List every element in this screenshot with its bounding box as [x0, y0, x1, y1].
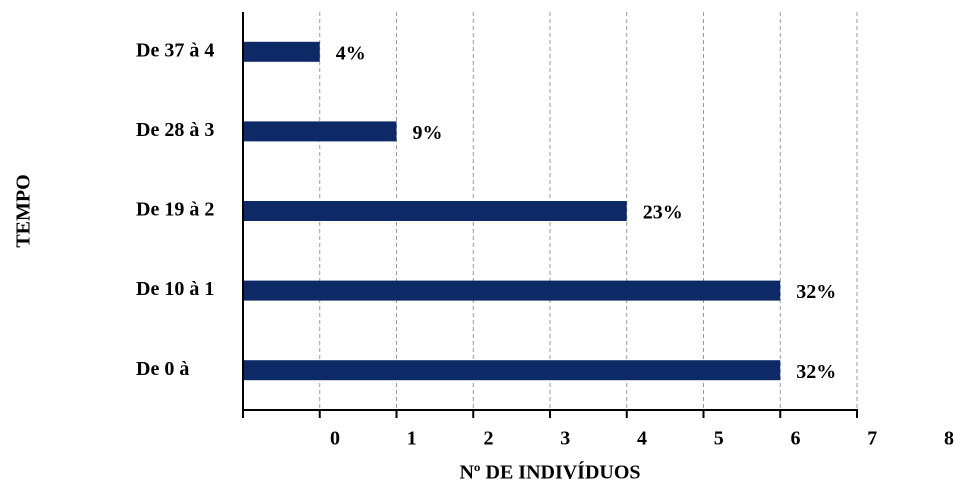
y-tick-label: De 0 à [136, 358, 189, 380]
x-tick-label: 4 [637, 428, 647, 450]
y-tick-label: De 28 à 3 [136, 119, 214, 141]
data-label: 4% [336, 42, 366, 64]
x-tick-label: 2 [484, 428, 494, 450]
bar [243, 201, 627, 221]
x-tick-label: 1 [407, 428, 417, 450]
data-label: 32% [796, 361, 836, 383]
x-tick-label: 8 [944, 428, 954, 450]
x-axis-title: Nº DE INDIVÍDUOS [459, 461, 640, 484]
x-tick-label: 7 [867, 428, 877, 450]
data-label: 9% [413, 122, 443, 144]
bar [243, 121, 397, 142]
data-label: 23% [643, 202, 683, 224]
data-label: 32% [796, 281, 836, 303]
bar [243, 360, 781, 381]
bar [243, 41, 320, 62]
x-tick-label: 0 [330, 428, 340, 450]
category-labels: De 0 à De 10 à 1 De 19 à 2 De 28 à 3 De 37 à… [136, 39, 214, 379]
bar [243, 280, 781, 301]
y-axis-title: TEMPO [13, 174, 35, 247]
x-tick-label: 3 [560, 428, 570, 450]
x-tick-label: 5 [714, 428, 724, 450]
y-tick-label: De 19 à 2 [136, 199, 214, 221]
y-tick-label: De 37 à 4 [136, 39, 214, 61]
y-tick-label: De 10 à 1 [136, 278, 214, 300]
x-tick-label: 6 [791, 428, 801, 450]
